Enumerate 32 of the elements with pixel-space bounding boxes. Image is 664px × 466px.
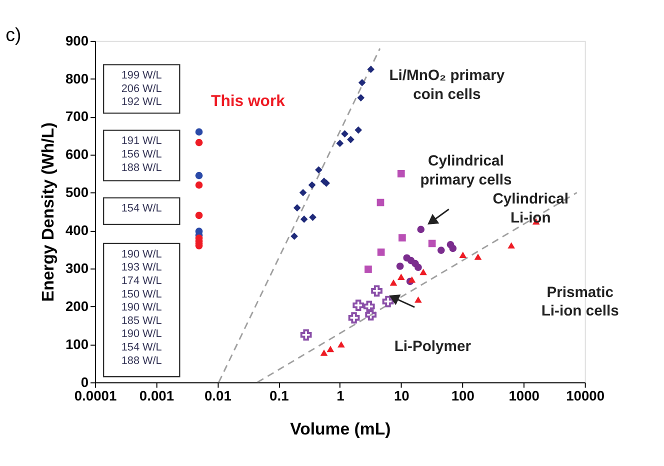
annotation: Li/MnO₂ primary coin cells [389,68,506,103]
y-tick-label: 900 [65,32,89,48]
y-axis-title: Energy Density (Wh/L) [38,122,58,302]
y-tick-label: 600 [65,146,89,162]
y-tick-label: 300 [65,260,89,276]
x-tick-label: 1000 [508,388,540,404]
annotation: Li-Polymer [394,339,472,356]
annotation: 199 W/L 206 W/L 192 W/L [121,70,162,108]
y-tick-label: 500 [65,184,89,200]
annotation: Prismatic Li-ion cells [541,284,619,320]
annotation: This work [211,92,286,110]
x-tick-label: 100 [451,388,475,404]
x-tick-label: 0.001 [139,388,174,404]
x-tick-label: 10000 [566,388,605,404]
x-tick-label: 0.01 [204,388,232,404]
y-tick-label: 100 [65,336,89,352]
x-tick-label: 1 [336,388,345,404]
text: c) [6,24,22,46]
annotation: Cylindrical primary cells [420,154,512,188]
annotation: Cylindrical Li-ion [492,192,569,227]
y-tick-label: 0 [80,374,89,390]
annotation: 191 W/L 156 W/L 188 W/L [121,135,162,174]
x-tick-label: 0.0001 [74,388,117,404]
y-tick-label: 700 [65,108,89,124]
text: 190 W/L 193 W/L 174 W/L 150 W/L 190 W/L 185 W/L 190 W/L 154 W/L 188 W/L [121,248,162,367]
y-tick-label: 200 [65,298,89,314]
y-tick-label: 400 [65,222,89,238]
x-axis-title: Volume (mL) [290,419,391,438]
x-tick-label: 10 [394,388,410,404]
x-tick-label: 0.1 [270,388,290,404]
y-tick-label: 800 [65,70,89,86]
annotation: 154 W/L [121,202,162,215]
